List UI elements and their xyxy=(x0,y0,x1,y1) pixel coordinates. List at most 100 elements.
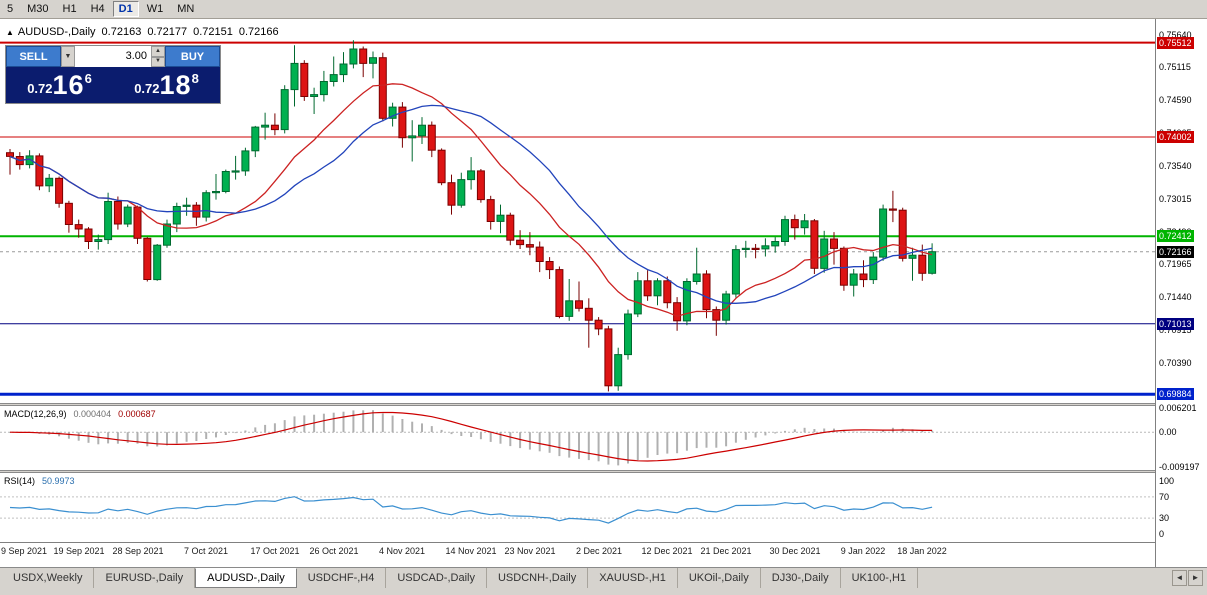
rsi-indicator-label: RSI(14) 50.9973 xyxy=(4,476,75,486)
high-value: 0.72177 xyxy=(147,26,188,38)
chart-area[interactable]: 9 Sep 2021 19 Sep 2021 28 Sep 2021 7 Oct 20… xyxy=(0,19,1207,567)
panel-resize-separator[interactable] xyxy=(0,470,1207,473)
date-label: 4 Nov 2021 xyxy=(378,546,426,556)
tabs-scroll-left-button[interactable]: ◄ xyxy=(1172,570,1187,586)
volume-spinner: ▲ ▼ xyxy=(151,46,165,67)
spin-down-icon: ▼ xyxy=(155,58,161,65)
price-chart-canvas[interactable] xyxy=(0,19,1155,403)
chart-tabs: USDX,Weekly EURUSD-,Daily AUDUSD-,Daily USD… xyxy=(0,568,1169,589)
macd-histogram xyxy=(9,410,934,466)
macd-indicator-canvas[interactable] xyxy=(0,406,1155,470)
scroll-left-icon: ◄ xyxy=(1175,573,1184,582)
chart-tab-audusd-daily[interactable]: AUDUSD-,Daily xyxy=(195,568,297,588)
time-axis: 9 Sep 2021 19 Sep 2021 28 Sep 2021 7 Oct 20… xyxy=(0,543,1155,565)
axis-label-0: 0 xyxy=(1159,529,1165,539)
rsi-value: 50.9973 xyxy=(42,476,75,486)
date-label: 26 Oct 2021 xyxy=(309,546,359,556)
open-value: 0.72163 xyxy=(101,26,142,38)
timeframe-5[interactable]: 5 xyxy=(1,1,19,17)
rsi-line xyxy=(9,496,933,524)
axis-label-0.72166: 0.72166 xyxy=(1157,245,1194,258)
timeframe-d1[interactable]: D1 xyxy=(112,1,139,17)
price-axis: 0.756400.751150.745900.740650.735400.730… xyxy=(1155,19,1207,567)
axis-label-0.71013: 0.71013 xyxy=(1157,317,1194,330)
rsi-indicator-canvas[interactable] xyxy=(0,473,1155,542)
axis-label-0.75512: 0.75512 xyxy=(1157,36,1194,49)
sell-button[interactable]: SELL xyxy=(6,46,61,67)
axis-label-70: 70 xyxy=(1159,491,1170,502)
sell-price-pipette: 6 xyxy=(84,71,92,86)
low-value: 0.72151 xyxy=(193,26,233,38)
chart-tab-dj30-daily[interactable]: DJ30-,Daily xyxy=(760,568,841,588)
timeframe-m30[interactable]: M30 xyxy=(21,1,54,17)
chart-tab-bar: USDX,Weekly EURUSD-,Daily AUDUSD-,Daily USD… xyxy=(0,567,1207,595)
macd-indicator-label: MACD(12,26,9) 0.000404 0.000687 xyxy=(4,409,156,419)
chart-tab-uk100-h1[interactable]: UK100-,H1 xyxy=(840,568,919,588)
collapse-trade-panel-icon[interactable]: ▲ xyxy=(6,28,14,37)
volume-input[interactable]: 3.00 xyxy=(75,46,151,67)
macd-main-value: 0.000404 xyxy=(73,409,112,419)
axis-label-0.75640: 0.75640 xyxy=(1159,29,1192,40)
date-label: 23 Nov 2021 xyxy=(504,546,556,556)
axis-label-0.71965: 0.71965 xyxy=(1159,259,1192,270)
chart-tab-usdx-weekly[interactable]: USDX,Weekly xyxy=(2,568,95,588)
sell-price-pips: 16 xyxy=(52,70,85,100)
scroll-right-icon: ► xyxy=(1191,573,1200,582)
chart-tab-ukoil-daily[interactable]: UKOil-,Daily xyxy=(677,568,761,588)
tab-scroll-buttons: ◄ ► xyxy=(1171,570,1203,586)
chart-tab-usdcnh-daily[interactable]: USDCNH-,Daily xyxy=(486,568,589,588)
date-label: 30 Dec 2021 xyxy=(769,546,821,556)
one-click-trading-panel: SELL ▼ 3.00 ▲ ▼ BUY 0.72 16 6 0.72 18 xyxy=(5,45,221,104)
date-label: 17 Oct 2021 xyxy=(250,546,300,556)
chart-tab-usdchf-h4[interactable]: USDCHF-,H4 xyxy=(296,568,387,588)
candles xyxy=(6,40,937,392)
close-value: 0.72166 xyxy=(238,26,279,38)
date-label: 9 Jan 2022 xyxy=(840,546,886,556)
sell-price[interactable]: 0.72 16 6 xyxy=(6,67,113,103)
rsi-title: RSI(14) xyxy=(4,476,36,486)
chart-tab-xauusd-h1[interactable]: XAUUSD-,H1 xyxy=(588,568,678,588)
volume-increase-button[interactable]: ▲ xyxy=(151,46,165,57)
timeframe-w1[interactable]: W1 xyxy=(141,1,170,17)
buy-button[interactable]: BUY xyxy=(165,46,220,67)
tabs-scroll-right-button[interactable]: ► xyxy=(1188,570,1203,586)
chart-title: ▲ AUDUSD-,Daily 0.72163 0.72177 0.72151 0.721… xyxy=(6,26,279,38)
date-label: 2 Dec 2021 xyxy=(575,546,623,556)
spin-up-icon: ▲ xyxy=(155,47,161,54)
buy-price[interactable]: 0.72 18 8 xyxy=(113,67,220,103)
volume-dropdown-button[interactable]: ▼ xyxy=(61,46,75,67)
buy-price-pips: 18 xyxy=(159,70,192,100)
date-label: 9 Sep 2021 xyxy=(1,546,48,556)
ma-13-line xyxy=(9,83,933,317)
axis-label-0.71440: 0.71440 xyxy=(1159,292,1192,303)
buy-price-pipette: 8 xyxy=(191,71,199,86)
sell-price-prefix: 0.72 xyxy=(27,81,53,96)
axis-label-0.72412: 0.72412 xyxy=(1157,230,1194,243)
axis-label-0.75115: 0.75115 xyxy=(1159,62,1191,73)
dropdown-icon: ▼ xyxy=(64,53,72,60)
macd-signal-line xyxy=(9,411,933,462)
timeframe-h4[interactable]: H4 xyxy=(85,1,111,17)
date-label: 18 Jan 2022 xyxy=(897,546,947,556)
macd-signal-value: 0.000687 xyxy=(118,409,156,419)
axis-label-0.74002: 0.74002 xyxy=(1157,131,1194,143)
timeframe-toolbar: 5 M30 H1 H4 D1 W1 MN xyxy=(0,0,1207,19)
date-label: 19 Sep 2021 xyxy=(53,546,105,556)
ma-21-line xyxy=(9,104,933,304)
panel-resize-separator[interactable] xyxy=(0,403,1207,406)
axis-label-100: 100 xyxy=(1159,476,1175,486)
timeframe-h1[interactable]: H1 xyxy=(57,1,83,17)
date-label: 12 Dec 2021 xyxy=(641,546,693,556)
chart-tab-usdcad-daily[interactable]: USDCAD-,Daily xyxy=(386,568,487,588)
axis-label-0.00: 0.00 xyxy=(1159,427,1177,438)
axis-label--0.009197: -0.009197 xyxy=(1159,462,1200,472)
axis-label-30: 30 xyxy=(1159,513,1170,524)
axis-label-0.73015: 0.73015 xyxy=(1159,193,1192,204)
volume-decrease-button[interactable]: ▼ xyxy=(151,56,165,67)
time-axis-line xyxy=(0,542,1155,543)
chart-tab-eurusd-daily[interactable]: EURUSD-,Daily xyxy=(94,568,196,588)
axis-label-0.69884: 0.69884 xyxy=(1157,388,1194,401)
axis-label-0.74590: 0.74590 xyxy=(1159,95,1192,106)
timeframe-mn[interactable]: MN xyxy=(171,1,200,17)
